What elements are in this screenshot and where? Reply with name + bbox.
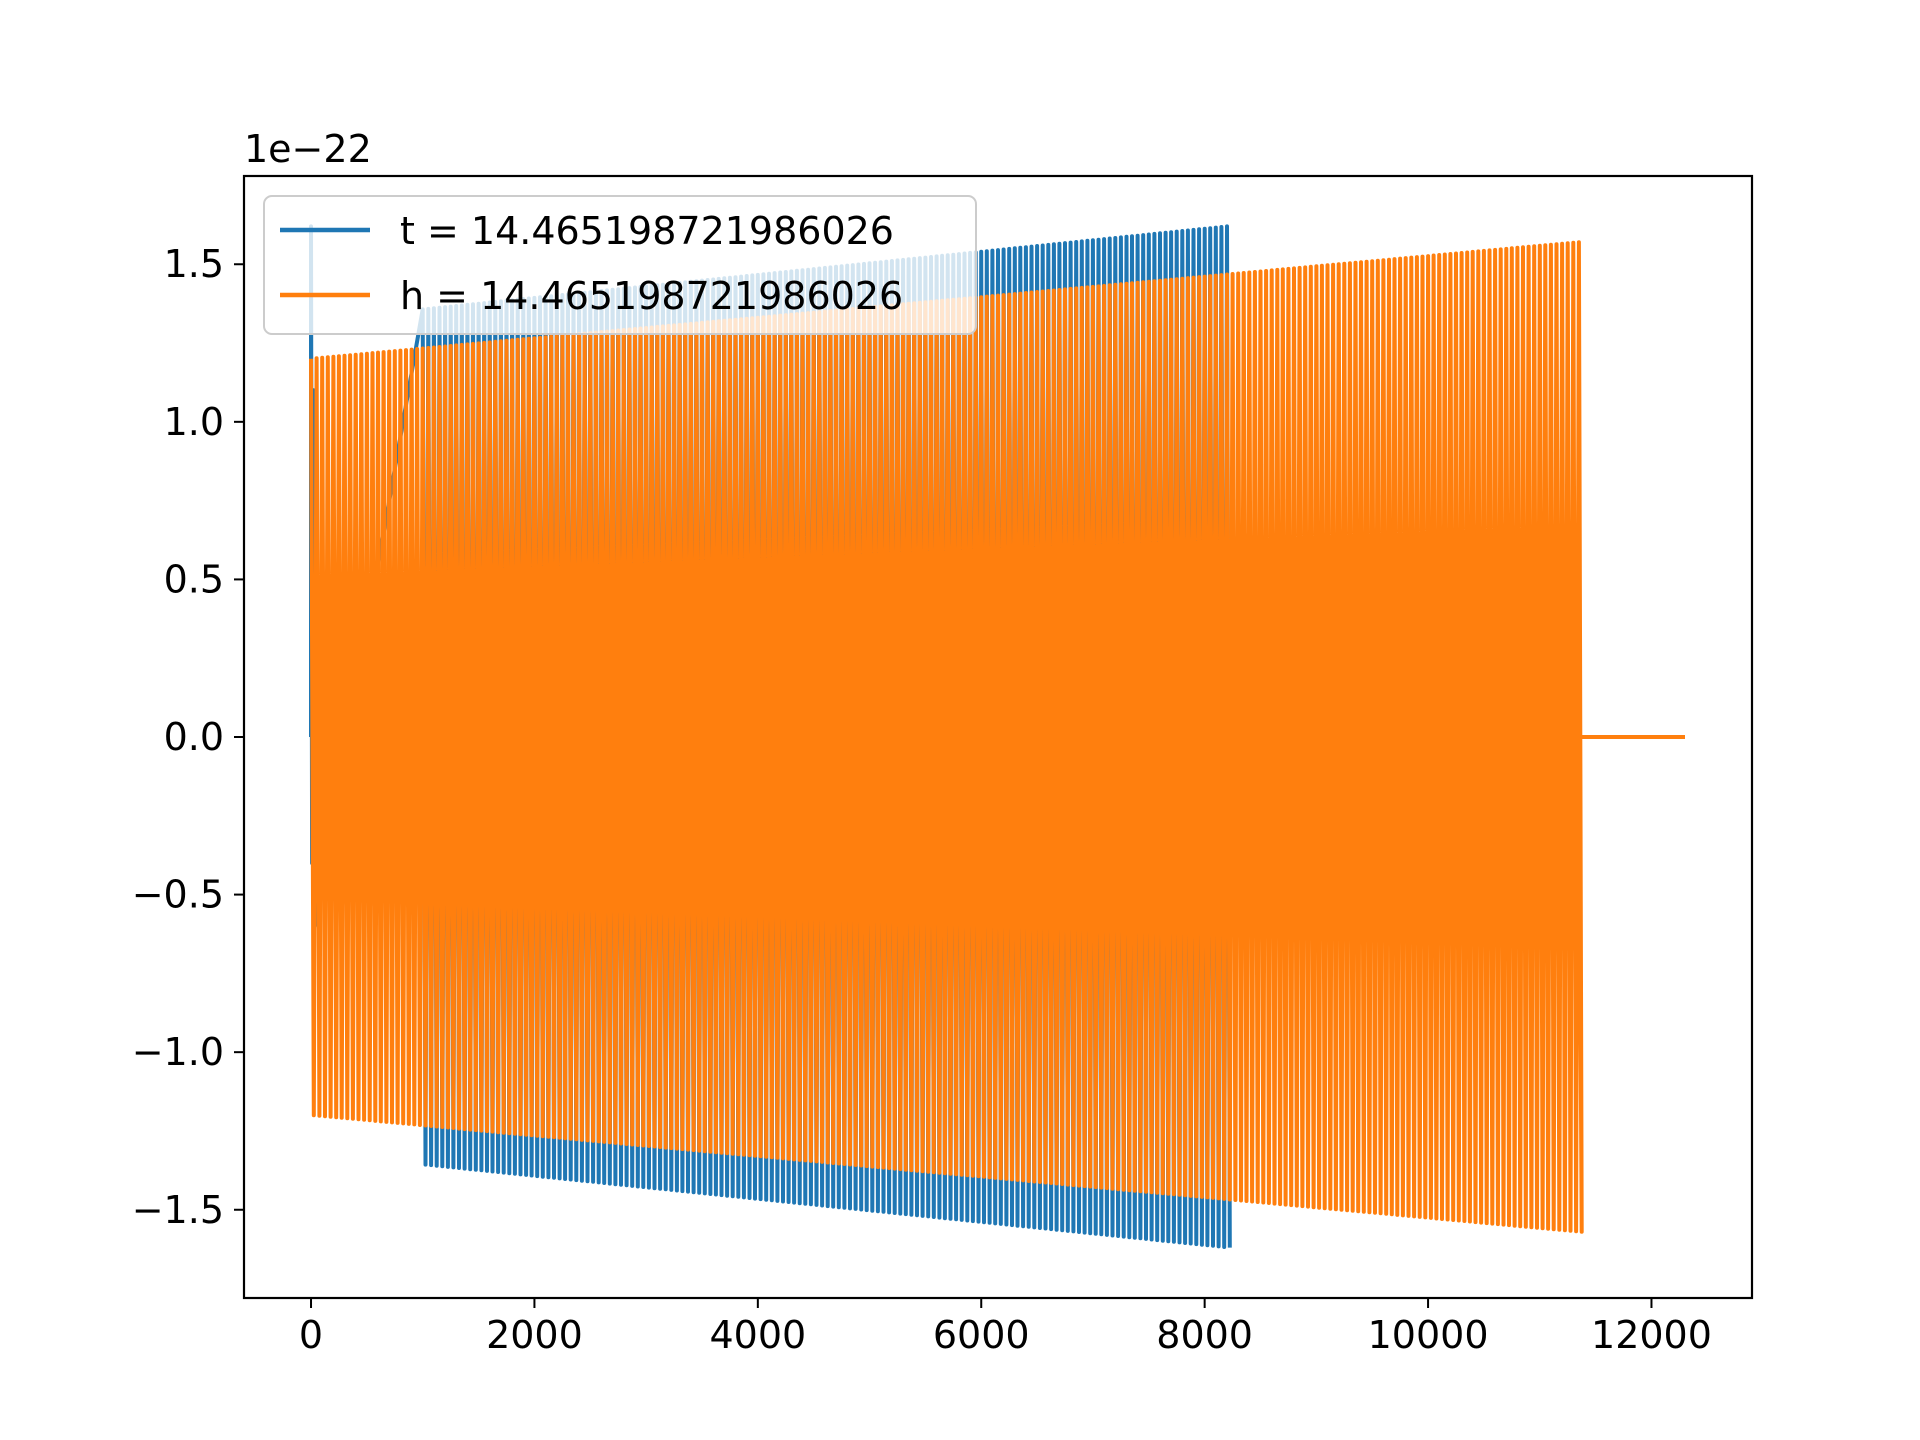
y-tick-label: −1.5 xyxy=(132,1188,224,1232)
y-tick-label: 0.0 xyxy=(164,715,224,759)
legend: t = 14.465198721986026 h = 14.4651987219… xyxy=(263,195,977,335)
y-tick-label: 1.0 xyxy=(164,400,224,444)
legend-box xyxy=(263,195,977,335)
x-tick-label: 10000 xyxy=(1368,1313,1489,1357)
x-tick-label: 8000 xyxy=(1156,1313,1253,1357)
y-axis: −1.5 −1.0 −0.5 0.0 0.5 1.0 1.5 xyxy=(132,242,244,1232)
x-tick-label: 0 xyxy=(299,1313,323,1357)
y-offset-label: 1e−22 xyxy=(244,127,372,171)
x-tick-label: 4000 xyxy=(709,1313,806,1357)
x-tick-label: 2000 xyxy=(486,1313,583,1357)
series-line-1 xyxy=(309,240,1685,1234)
legend-label-h: h = 14.465198721986026 xyxy=(400,274,903,318)
y-tick-label: 0.5 xyxy=(164,557,224,601)
y-tick-label: 1.5 xyxy=(164,242,224,286)
y-tick-label: −1.0 xyxy=(132,1030,224,1074)
x-tick-label: 12000 xyxy=(1591,1313,1712,1357)
y-tick-label: −0.5 xyxy=(132,873,224,917)
x-axis: 0 2000 4000 6000 8000 10000 12000 xyxy=(299,1298,1712,1357)
legend-label-t: t = 14.465198721986026 xyxy=(400,209,894,253)
x-tick-label: 6000 xyxy=(933,1313,1030,1357)
